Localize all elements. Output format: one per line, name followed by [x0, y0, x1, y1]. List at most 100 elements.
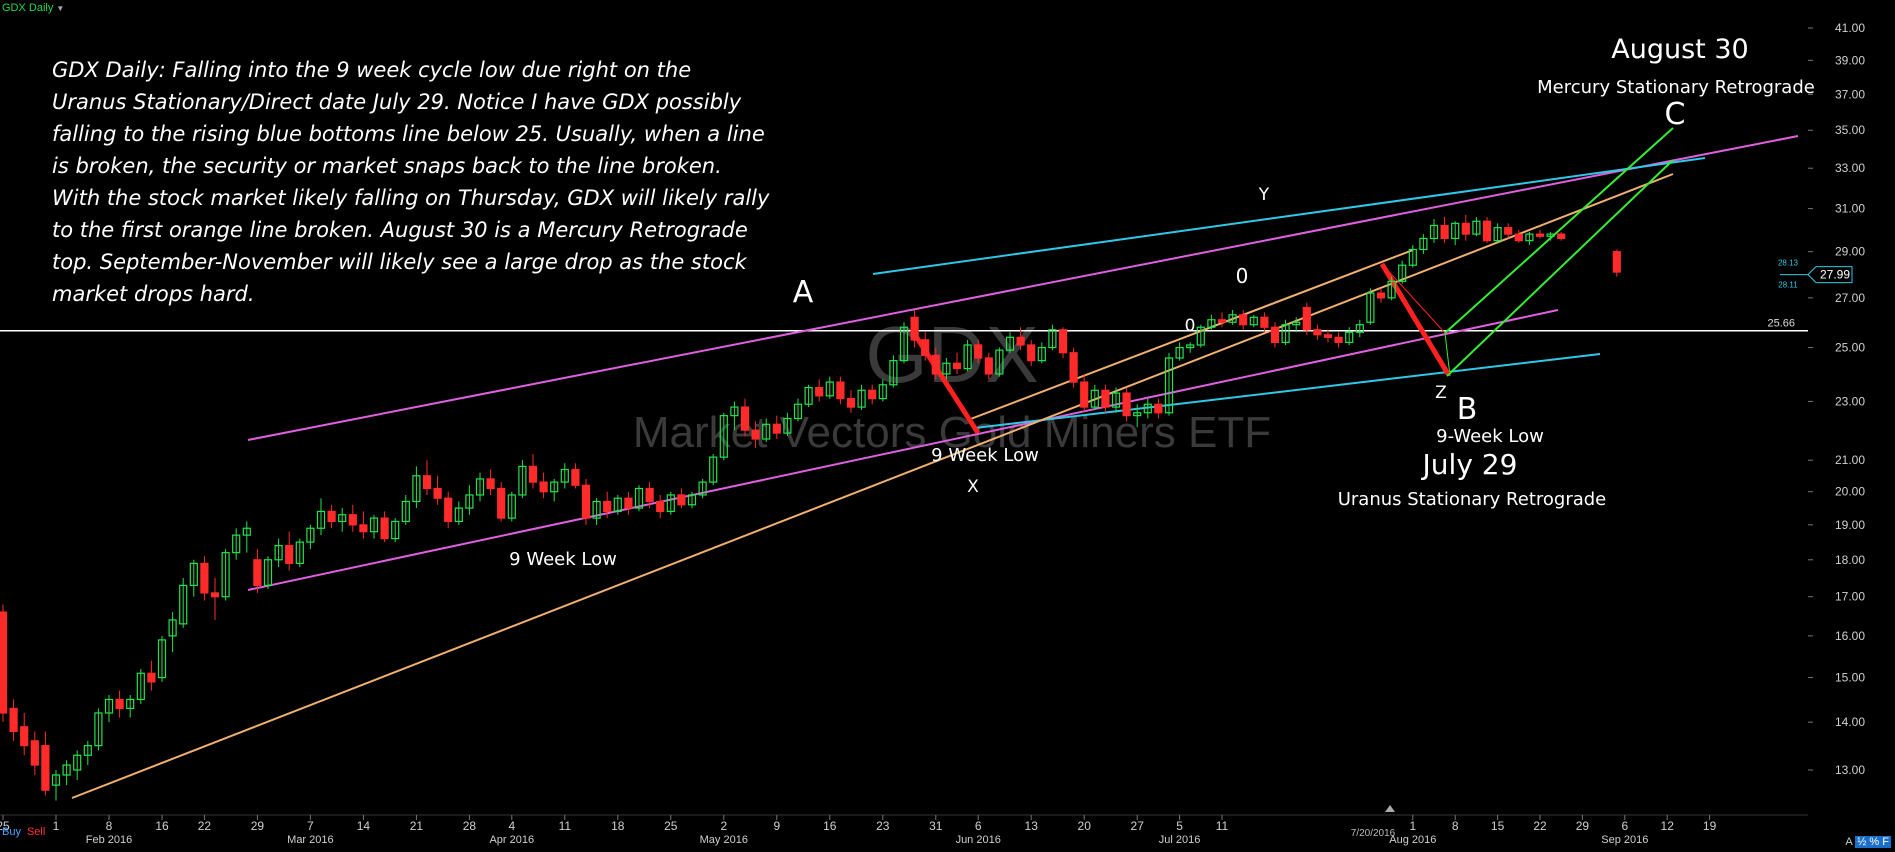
candle-down	[41, 745, 50, 791]
x-tick-label: 8	[106, 819, 113, 833]
x-tick-label: 11	[1216, 819, 1229, 833]
candle-down	[1504, 227, 1513, 235]
x-month-label: Jul 2016	[1159, 834, 1201, 846]
candle-up	[666, 494, 675, 512]
candle-up	[391, 520, 400, 540]
y-tick-label: 19.00	[1835, 518, 1865, 532]
annotations: A Y 0 0 X Z B C 9 Week Low 9 Week Low 9-Week LowJu…	[509, 34, 1815, 570]
candle-down	[910, 316, 919, 341]
x-tick-label: 20	[1078, 819, 1092, 833]
corner-icons[interactable]: ½ % F	[1855, 836, 1891, 848]
green-trendline	[1444, 127, 1674, 334]
y-tick-label: 21.00	[1835, 453, 1865, 467]
annotation-label: 9-Week Low	[1436, 426, 1544, 447]
candle-up	[1281, 324, 1290, 344]
candle-up	[295, 541, 304, 564]
symbol-timeframe-label: GDX Daily	[2, 2, 54, 14]
candle-up	[306, 527, 315, 543]
candle-up	[1037, 346, 1046, 362]
candle-up	[475, 478, 485, 496]
candle-down	[20, 726, 29, 747]
x-month-label: Apr 2016	[489, 834, 534, 846]
annotation-label: 0	[1185, 316, 1196, 336]
annotation-label: Uranus Stationary Retrograde	[1338, 489, 1607, 510]
dropdown-caret-icon[interactable]: ▼	[56, 4, 65, 13]
candle-up	[687, 494, 697, 506]
annotation-label: A	[793, 275, 814, 310]
y-tick-label: 23.00	[1835, 394, 1865, 408]
candle-down	[751, 429, 760, 440]
candle-up	[825, 381, 834, 397]
annotation-label: 9 Week Low	[509, 549, 617, 570]
candle-down	[1461, 222, 1470, 235]
candle-up	[73, 754, 82, 771]
candle-up	[709, 456, 718, 483]
candle-down	[200, 562, 209, 594]
candle-down	[656, 500, 665, 512]
y-tick-label: 17.00	[1835, 590, 1865, 604]
last-price-label: 27.99	[1820, 268, 1850, 282]
x-month-label: May 2016	[700, 834, 748, 846]
y-tick-label: 18.00	[1835, 553, 1865, 567]
x-month-label: Feb 2016	[86, 834, 132, 846]
candle-up	[550, 481, 559, 493]
candle-down	[1101, 389, 1110, 408]
x-tick-label: 11	[559, 819, 572, 833]
candle-down	[359, 524, 368, 533]
y-tick-label: 41.00	[1835, 21, 1865, 35]
red-projection-line	[1381, 263, 1446, 334]
candle-down	[677, 494, 686, 506]
candle-up	[465, 494, 474, 509]
candle-up	[1186, 344, 1195, 349]
x-tick-label: 13	[1025, 819, 1039, 833]
x-tick-label: 1	[1409, 819, 1416, 833]
candle-up	[1133, 412, 1142, 417]
x-tick-label: 21	[410, 819, 424, 833]
annotation-label: Z	[1435, 383, 1447, 403]
x-tick-label: 8	[1452, 819, 1459, 833]
corner-controls[interactable]: A ½ % F	[1845, 836, 1891, 848]
candle-down	[422, 475, 432, 490]
candle-up	[242, 527, 251, 536]
candle-down	[740, 406, 750, 431]
x-tick-label: 29	[1576, 819, 1590, 833]
candle-down	[836, 381, 845, 400]
watermark-name: Market Vectors Gold Miners ETF	[633, 408, 1271, 457]
candle-up	[1143, 403, 1152, 414]
candle-up	[942, 362, 951, 375]
x-month-label: Mar 2016	[287, 834, 333, 846]
candle-down	[444, 497, 453, 523]
buy-button[interactable]: Buy	[2, 826, 21, 838]
candle-up	[995, 349, 1004, 375]
candle-down	[1027, 344, 1036, 362]
candle-down	[952, 362, 962, 370]
annotation-label: B	[1457, 392, 1478, 427]
candle-down	[497, 487, 506, 519]
candle-down	[984, 357, 993, 375]
candle-down	[571, 468, 580, 486]
y-tick-label: 15.00	[1835, 671, 1865, 685]
y-tick-label: 33.00	[1835, 161, 1865, 175]
candle-down	[645, 487, 654, 503]
candle-up	[1164, 357, 1174, 414]
candle-up	[1387, 280, 1396, 299]
candle-up	[1228, 314, 1237, 323]
x-month-label: Jun 2016	[956, 834, 1001, 846]
chart-header[interactable]: GDX Daily ▼	[2, 2, 64, 14]
candle-down	[210, 592, 220, 598]
candle-up	[1525, 233, 1534, 242]
candle-up	[878, 384, 887, 400]
candle-down	[327, 510, 336, 523]
watermark-symbol: GDX	[865, 310, 1038, 399]
last-price-tag	[1807, 266, 1853, 284]
y-tick-label: 31.00	[1835, 202, 1865, 216]
trendlines	[71, 127, 1799, 799]
candle-up	[62, 764, 71, 776]
candle-up	[1292, 321, 1301, 326]
candle-up	[1196, 326, 1205, 346]
x-tick-label: 23	[876, 819, 890, 833]
sell-button[interactable]: Sell	[26, 826, 46, 838]
x-tick-label: 7	[307, 819, 314, 833]
candle-down	[624, 497, 633, 509]
